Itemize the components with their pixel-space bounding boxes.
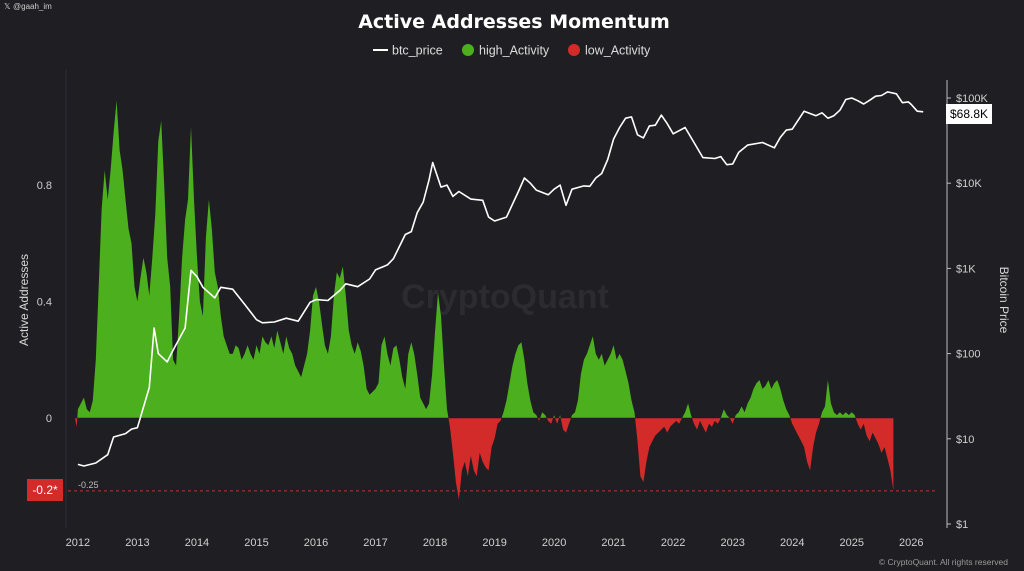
left-y-axis: 0.8 0.4 0 — [37, 180, 52, 425]
x-tick-label: 2020 — [542, 537, 566, 549]
watermark: CryptoQuant — [401, 278, 609, 316]
price-badge-label: $68.8K — [950, 107, 988, 121]
copyright-text: © CryptoQuant. All rights reserved — [879, 557, 1008, 567]
x-tick-label: 2017 — [363, 537, 387, 549]
legend-label-btc-price: btc_price — [392, 44, 443, 58]
x-tick-label: 2019 — [482, 537, 506, 549]
y2-tick-label: $100 — [956, 349, 980, 361]
x-logo-icon: 𝕏 — [4, 2, 11, 11]
x-tick-label: 2015 — [244, 537, 268, 549]
value-badge-bg — [27, 479, 63, 501]
legend-label-high-activity: high_Activity — [479, 44, 550, 58]
x-tick-label: 2012 — [66, 537, 90, 549]
x-tick-label: 2025 — [840, 537, 864, 549]
current-price-badge: $68.8K — [946, 104, 992, 124]
high-activity-area — [74, 100, 894, 418]
x-tick-label: 2021 — [601, 537, 625, 549]
price-badge-bg — [946, 104, 992, 124]
x-axis: 2012 2013 2014 2015 2016 2017 2018 2019 2020 2021… — [66, 537, 924, 549]
current-value-badge: -0.2* — [27, 479, 63, 501]
legend: btc_price high_Activity low_Activity — [373, 44, 651, 58]
threshold-layer: -0.25 — [68, 480, 935, 492]
y2-axis-title: Bitcoin Price — [997, 267, 1011, 334]
author-handle: @gaah_im — [13, 2, 52, 11]
y2-tick-label: $1K — [956, 263, 976, 275]
threshold-label: -0.25 — [78, 480, 99, 490]
y-axis-title: Active Addresses — [17, 254, 31, 346]
x-tick-label: 2024 — [780, 537, 804, 549]
legend-label-low-activity: low_Activity — [585, 44, 651, 58]
x-tick-label: 2014 — [185, 537, 209, 549]
low-activity-area — [74, 418, 894, 500]
legend-dot-low-icon — [568, 44, 580, 56]
y2-tick-label: $100K — [956, 93, 988, 105]
y2-tick-label: $10K — [956, 178, 982, 190]
momentum-area — [74, 100, 894, 500]
x-tick-label: 2018 — [423, 537, 447, 549]
x-tick-label: 2022 — [661, 537, 685, 549]
price-line-layer — [77, 91, 924, 467]
right-y-axis: $100K $10K $1K $100 $10 $1 — [947, 93, 988, 531]
chart-title: Active Addresses Momentum — [358, 11, 670, 33]
y2-tick-label: $1 — [956, 519, 968, 531]
y2-tick-label: $10 — [956, 434, 974, 446]
y-tick-label: 0.8 — [37, 180, 52, 192]
legend-dot-high-icon — [462, 44, 474, 56]
x-tick-label: 2023 — [720, 537, 744, 549]
btc-price-line — [77, 91, 924, 467]
y-tick-label: 0.4 — [37, 297, 52, 309]
x-tick-label: 2026 — [899, 537, 923, 549]
x-tick-label: 2013 — [125, 537, 149, 549]
x-tick-label: 2016 — [304, 537, 328, 549]
value-badge-label: -0.2* — [32, 483, 58, 497]
y-tick-label: 0 — [46, 413, 52, 425]
